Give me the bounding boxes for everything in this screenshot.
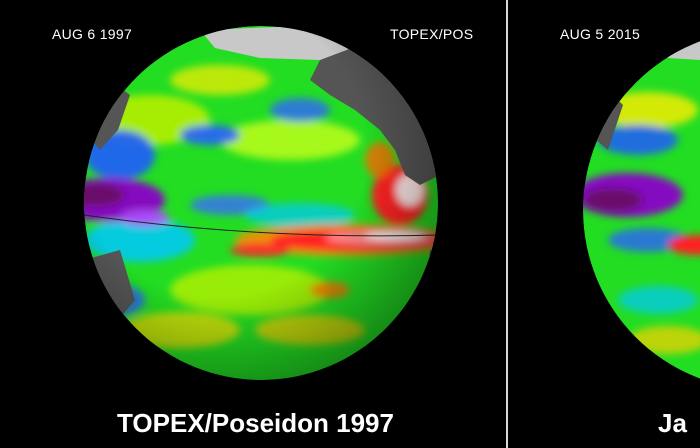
panel-divider [506,0,508,448]
right-panel: AUG 5 2015 Ja [508,0,700,448]
right-arctic-ice [658,30,700,60]
right-date-label: AUG 5 2015 [560,26,641,42]
left-caption: TOPEX/Poseidon 1997 [117,408,394,438]
left-source-label: TOPEX/POS [390,26,474,42]
right-caption: Ja [658,408,687,438]
left-globe [84,26,438,380]
left-date-label: AUG 6 1997 [52,26,133,42]
right-globe [583,30,700,390]
left-panel: AUG 6 1997 TOPEX/POS [52,26,474,438]
